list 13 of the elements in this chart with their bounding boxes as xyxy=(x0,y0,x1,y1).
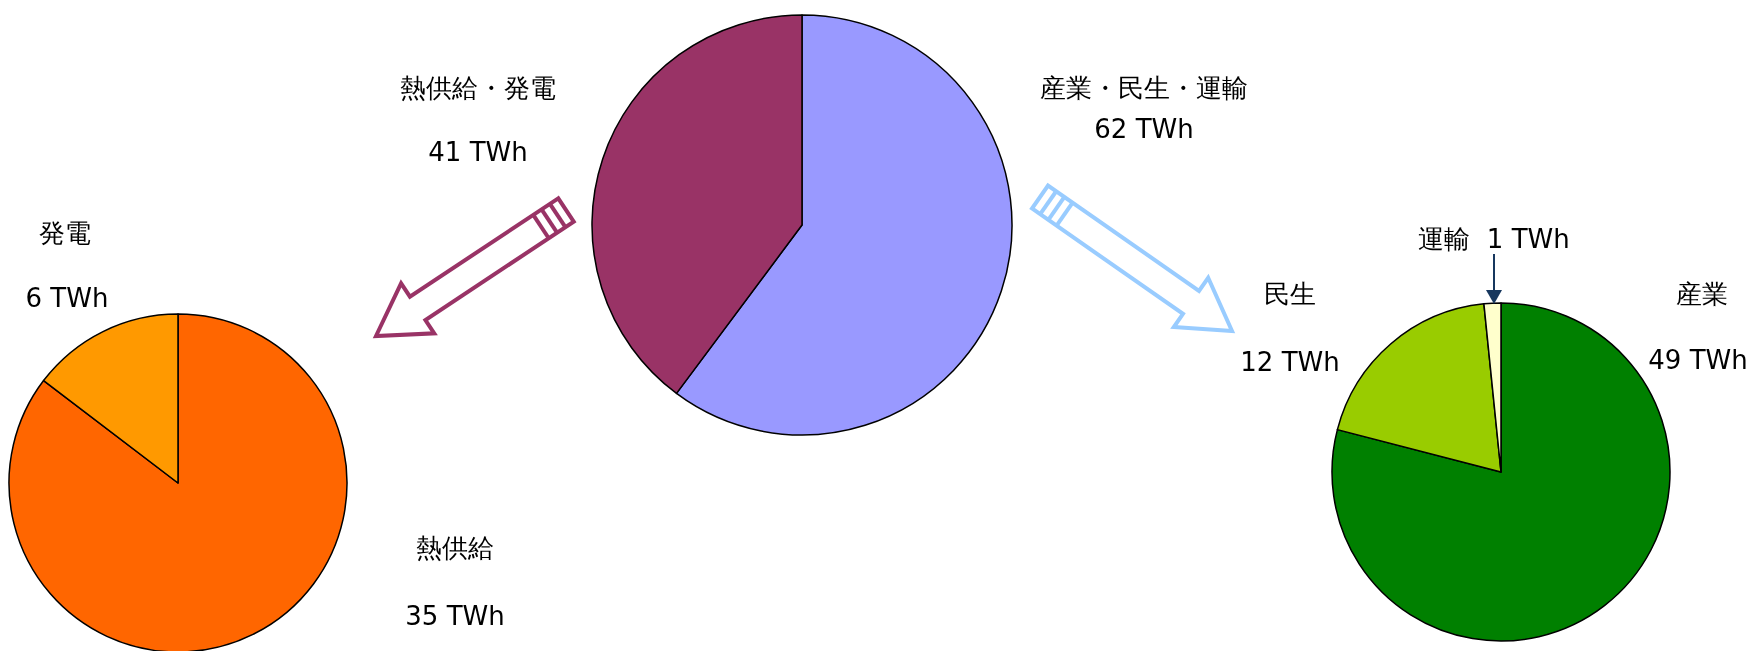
slice-label: 産業・民生・運輸 xyxy=(1040,73,1248,103)
slice-label: 民生 xyxy=(1264,279,1316,309)
slice-label: 運輸 1 TWh xyxy=(1418,224,1570,254)
data-label: 49 TWh xyxy=(1648,345,1748,375)
data-label: 35 TWh xyxy=(405,601,505,631)
data-label: 12 TWh xyxy=(1240,347,1340,377)
slice-label: 発電 xyxy=(39,218,91,248)
data-label: 62 TWh xyxy=(1094,114,1194,144)
slice-label: 熱供給・発電 xyxy=(400,73,556,103)
slice-label: 熱供給 xyxy=(416,533,494,563)
slice-label: 産業 xyxy=(1676,279,1728,309)
data-label: 41 TWh xyxy=(428,137,528,167)
data-label: 6 TWh xyxy=(25,283,109,313)
